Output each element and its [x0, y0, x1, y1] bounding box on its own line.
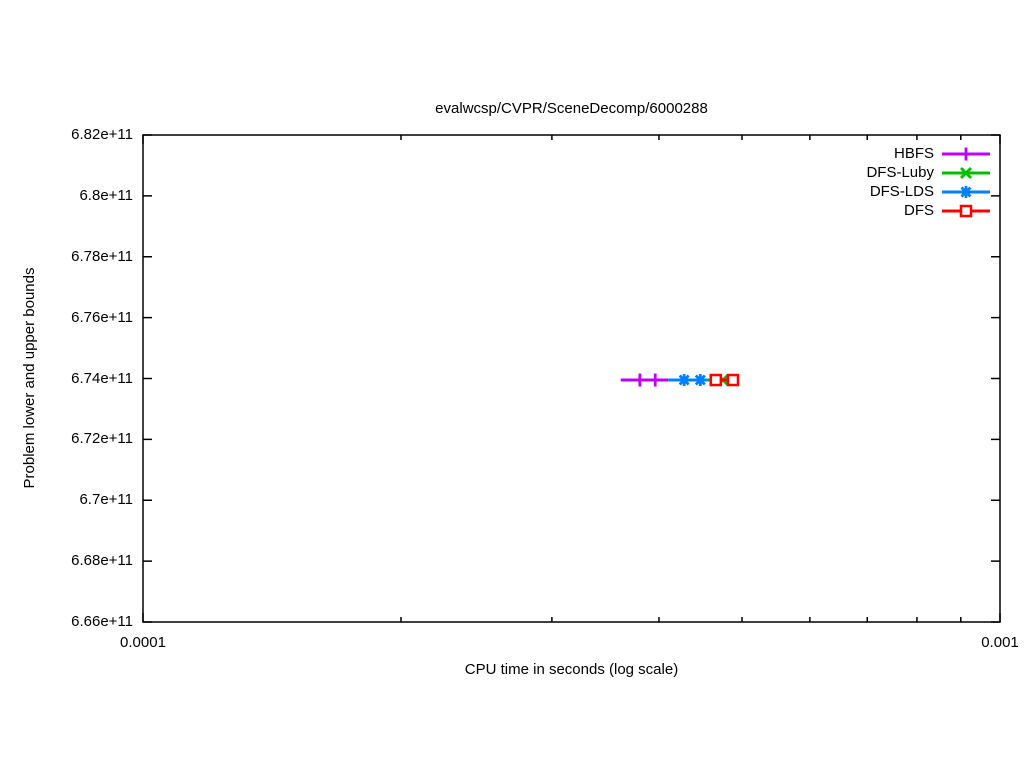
- square-marker: [726, 373, 740, 387]
- y-tick-label: 6.7e+11: [79, 491, 133, 509]
- x-marker: [960, 167, 972, 179]
- y-tick-label: 6.8e+11: [79, 186, 133, 204]
- x-tick-label: 0.001: [981, 634, 1019, 651]
- y-tick-label: 6.66e+11: [71, 613, 133, 630]
- y-tick-label: 6.76e+11: [71, 308, 133, 326]
- asterisk-marker: [960, 186, 972, 198]
- y-tick-label: 6.68e+11: [71, 552, 133, 570]
- legend-label-HBFS: HBFS: [893, 145, 934, 162]
- y-tick-label: 6.82e+11: [71, 126, 133, 143]
- x-axis-title: CPU time in seconds (log scale): [464, 661, 679, 678]
- asterisk-marker: [678, 374, 690, 386]
- asterisk-marker: [694, 374, 706, 386]
- chart-title: evalwcsp/CVPR/SceneDecomp/6000288: [435, 100, 708, 117]
- legend-label-DFS-LDS: DFS-LDS: [869, 183, 934, 200]
- y-tick-label: 6.74e+11: [71, 369, 133, 387]
- legend-label-DFS: DFS: [904, 202, 934, 219]
- y-tick-label: 6.78e+11: [71, 247, 133, 265]
- square-marker: [709, 373, 723, 387]
- y-tick-label: 6.72e+11: [71, 430, 133, 448]
- x-tick-label: 0.0001: [120, 634, 166, 651]
- square-marker: [959, 204, 973, 218]
- legend-label-DFS-Luby: DFS-Luby: [866, 164, 934, 181]
